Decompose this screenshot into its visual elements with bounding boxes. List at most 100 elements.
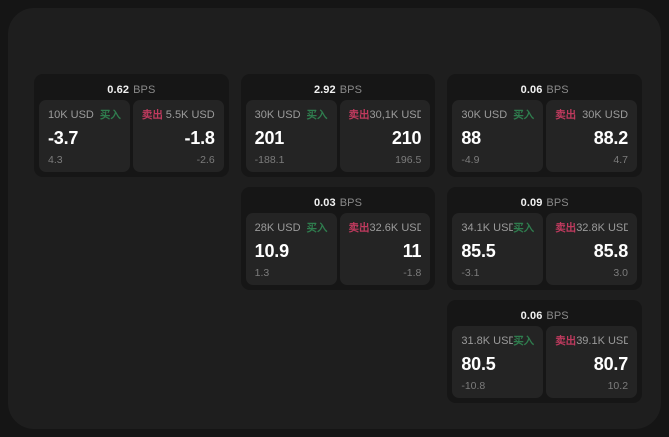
app-frame: 0.62 BPS 10K USD 买入 -3.7 4.3 5.5K USD 卖出 -1.8 -2.… xyxy=(8,8,661,429)
quote-panel-sell[interactable]: 32.8K USD 卖出 85.8 3.0 xyxy=(546,213,638,285)
action-tag-buy[interactable]: 买入 xyxy=(513,222,535,234)
card-header: 0.62 BPS xyxy=(39,79,224,100)
action-tag-buy[interactable]: 买入 xyxy=(306,222,328,234)
quote-panel-sell[interactable]: 30,1K USD 卖出 210 196.5 xyxy=(339,100,431,172)
quote-card[interactable]: 0.62 BPS 10K USD 买入 -3.7 4.3 5.5K USD 卖出 -1.8 -2.… xyxy=(34,74,229,177)
order-size-label: 28K USD xyxy=(254,221,301,234)
order-size-label: 30,1K USD xyxy=(369,108,422,121)
bps-value: 2.92 xyxy=(313,83,336,96)
bps-value: 0.06 xyxy=(520,309,543,322)
delta-value: -10.8 xyxy=(461,379,486,392)
action-tag-sell[interactable]: 卖出 xyxy=(141,109,163,121)
price-value: 11 xyxy=(402,241,422,262)
price-value: -1.8 xyxy=(184,128,215,149)
delta-value: -2.6 xyxy=(196,153,215,166)
quote-panel-buy[interactable]: 30K USD 买入 201 -188.1 xyxy=(245,100,337,172)
quote-panel-buy[interactable]: 10K USD 买入 -3.7 4.3 xyxy=(39,100,130,172)
order-size-label: 34.1K USD xyxy=(461,221,514,234)
price-value: 85.8 xyxy=(593,241,629,262)
action-tag-sell[interactable]: 卖出 xyxy=(555,109,577,121)
action-tag-sell[interactable]: 卖出 xyxy=(555,222,577,234)
action-tag-sell[interactable]: 卖出 xyxy=(348,109,370,121)
quote-panel-sell[interactable]: 5.5K USD 卖出 -1.8 -2.6 xyxy=(132,100,224,172)
delta-value: -4.9 xyxy=(461,153,480,166)
column-2: 2.92 BPS 30K USD 买入 201 -188.1 30,1K USD 卖出 210 1… xyxy=(240,74,436,290)
quote-panel-buy[interactable]: 31.8K USD 买入 80.5 -10.8 xyxy=(452,326,544,398)
delta-value: 4.7 xyxy=(613,153,629,166)
column-1: 0.62 BPS 10K USD 买入 -3.7 4.3 5.5K USD 卖出 -1.8 -2.… xyxy=(34,74,229,177)
action-tag-buy[interactable]: 买入 xyxy=(306,109,328,121)
card-body: 31.8K USD 买入 80.5 -10.8 39.1K USD 卖出 80.7 10.2 xyxy=(452,326,638,398)
price-value: -3.7 xyxy=(48,128,79,149)
card-header: 0.06 BPS xyxy=(452,79,637,100)
price-value: 201 xyxy=(254,128,285,149)
panel-top-row: 32.6K USD 卖出 xyxy=(348,221,422,235)
card-header: 0.06 BPS xyxy=(452,305,637,326)
delta-value: -1.8 xyxy=(403,266,422,279)
quote-card[interactable]: 0.03 BPS 28K USD 买入 10.9 1.3 32.6K USD 卖出 11 -1.8 xyxy=(240,187,436,290)
card-body: 30K USD 买入 201 -188.1 30,1K USD 卖出 210 196.5 xyxy=(245,100,431,172)
delta-value: 1.3 xyxy=(254,266,270,279)
delta-value: 196.5 xyxy=(395,153,422,166)
bps-value: 0.03 xyxy=(313,196,336,209)
price-value: 88.2 xyxy=(593,128,629,149)
card-header: 0.03 BPS xyxy=(246,192,431,213)
panel-top-row: 5.5K USD 卖出 xyxy=(141,108,215,122)
delta-value: -188.1 xyxy=(254,153,285,166)
delta-value: 10.2 xyxy=(607,379,629,392)
bps-unit-label: BPS xyxy=(133,83,156,96)
panel-top-row: 30K USD 买入 xyxy=(461,108,535,122)
bps-unit-label: BPS xyxy=(546,196,569,209)
action-tag-sell[interactable]: 卖出 xyxy=(555,335,577,347)
card-body: 10K USD 买入 -3.7 4.3 5.5K USD 卖出 -1.8 -2.6 xyxy=(39,100,224,172)
column-3: 0.06 BPS 30K USD 买入 88 -4.9 30K USD 卖出 88.2 4.7 0.… xyxy=(447,74,643,403)
order-size-label: 10K USD xyxy=(48,108,94,121)
order-size-label: 31.8K USD xyxy=(461,334,514,347)
price-value: 88 xyxy=(461,128,481,149)
quote-card-board: 0.62 BPS 10K USD 买入 -3.7 4.3 5.5K USD 卖出 -1.8 -2.… xyxy=(34,74,643,403)
action-tag-buy[interactable]: 买入 xyxy=(513,109,535,121)
order-size-label: 32.8K USD xyxy=(576,221,629,234)
panel-top-row: 30K USD 卖出 xyxy=(555,108,629,122)
bps-unit-label: BPS xyxy=(339,196,363,209)
bps-unit-label: BPS xyxy=(339,83,363,96)
quote-card[interactable]: 2.92 BPS 30K USD 买入 201 -188.1 30,1K USD 卖出 210 1… xyxy=(240,74,436,177)
price-value: 210 xyxy=(391,128,422,149)
action-tag-buy[interactable]: 买入 xyxy=(513,335,535,347)
bps-value: 0.06 xyxy=(520,83,543,96)
order-size-label: 32.6K USD xyxy=(369,221,422,234)
action-tag-sell[interactable]: 卖出 xyxy=(348,222,370,234)
price-value: 80.5 xyxy=(461,354,496,375)
order-size-label: 5.5K USD xyxy=(165,108,215,121)
card-header: 2.92 BPS xyxy=(246,79,431,100)
price-value: 85.5 xyxy=(461,241,496,262)
delta-value: -3.1 xyxy=(461,266,480,279)
bps-unit-label: BPS xyxy=(546,83,569,96)
quote-panel-sell[interactable]: 32.6K USD 卖出 11 -1.8 xyxy=(339,213,431,285)
bps-value: 0.09 xyxy=(520,196,543,209)
order-size-label: 39.1K USD xyxy=(576,334,629,347)
quote-card[interactable]: 0.06 BPS 30K USD 买入 88 -4.9 30K USD 卖出 88.2 4.7 xyxy=(447,74,643,177)
order-size-label: 30K USD xyxy=(582,108,629,121)
quote-panel-buy[interactable]: 30K USD 买入 88 -4.9 xyxy=(452,100,544,172)
order-size-label: 30K USD xyxy=(461,108,508,121)
quote-panel-buy[interactable]: 34.1K USD 买入 85.5 -3.1 xyxy=(452,213,544,285)
panel-top-row: 30,1K USD 卖出 xyxy=(348,108,422,122)
price-value: 10.9 xyxy=(254,241,289,262)
panel-top-row: 31.8K USD 买入 xyxy=(461,334,535,348)
panel-top-row: 28K USD 买入 xyxy=(254,221,328,235)
panel-top-row: 34.1K USD 买入 xyxy=(461,221,535,235)
card-body: 28K USD 买入 10.9 1.3 32.6K USD 卖出 11 -1.8 xyxy=(245,213,431,285)
action-tag-buy[interactable]: 买入 xyxy=(99,109,121,121)
panel-top-row: 39.1K USD 卖出 xyxy=(555,334,629,348)
delta-value: 4.3 xyxy=(48,153,63,166)
quote-card[interactable]: 0.06 BPS 31.8K USD 买入 80.5 -10.8 39.1K USD 卖出 80… xyxy=(447,300,643,403)
panel-top-row: 30K USD 买入 xyxy=(255,108,328,122)
quote-panel-buy[interactable]: 28K USD 买入 10.9 1.3 xyxy=(245,213,337,285)
panel-top-row: 32.8K USD 卖出 xyxy=(555,221,629,235)
quote-panel-sell[interactable]: 30K USD 卖出 88.2 4.7 xyxy=(546,100,638,172)
card-body: 30K USD 买入 88 -4.9 30K USD 卖出 88.2 4.7 xyxy=(452,100,638,172)
quote-card[interactable]: 0.09 BPS 34.1K USD 买入 85.5 -3.1 32.8K USD 卖出 85.… xyxy=(447,187,643,290)
quote-panel-sell[interactable]: 39.1K USD 卖出 80.7 10.2 xyxy=(546,326,638,398)
price-value: 80.7 xyxy=(593,354,629,375)
